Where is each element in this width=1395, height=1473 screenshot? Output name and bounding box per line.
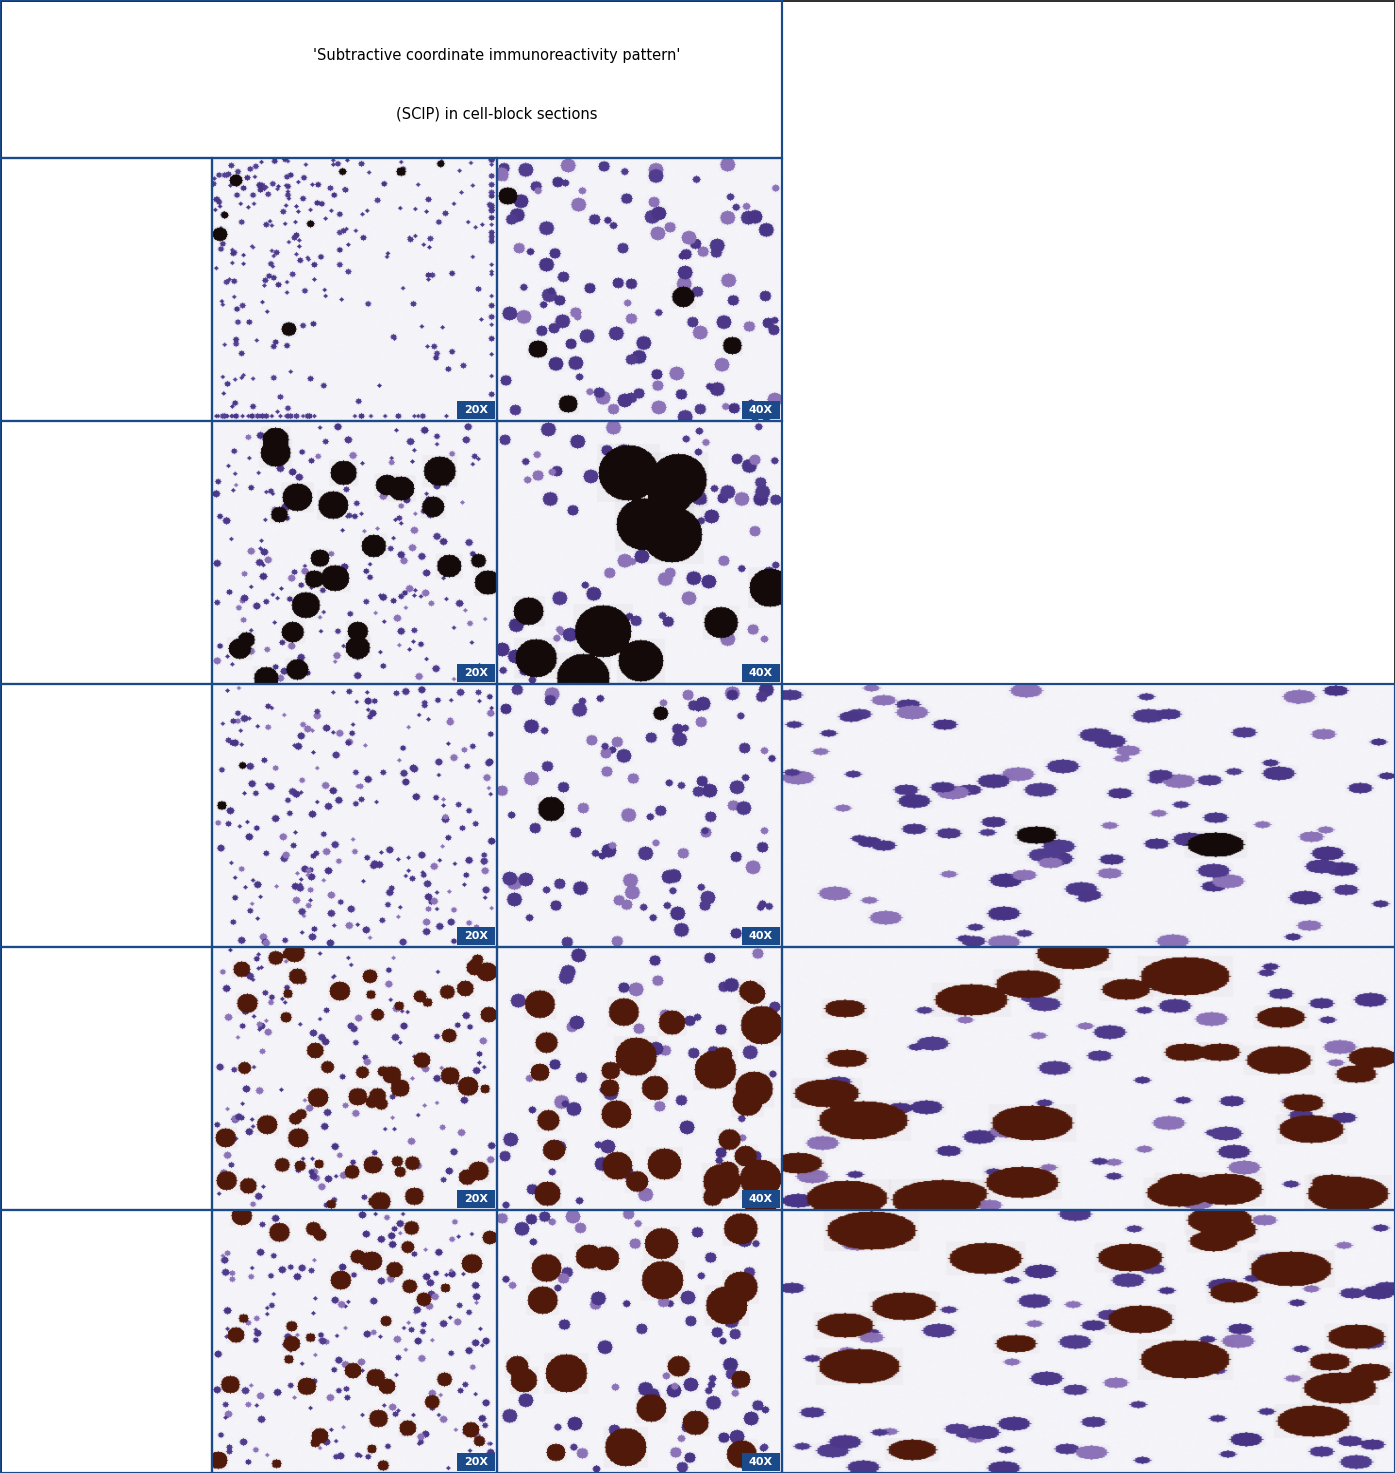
Bar [212, 947, 497, 1209]
Bar [497, 421, 783, 683]
Bar [783, 1209, 1395, 1473]
Bar [0, 683, 212, 947]
Bar [0, 947, 212, 1209]
Bar [0, 1209, 212, 1473]
Text: 20X: 20X [465, 405, 488, 415]
Text: 40X: 40X [749, 405, 773, 415]
Bar [212, 683, 497, 947]
Bar [783, 947, 1395, 1209]
Bar [212, 421, 497, 683]
Bar [497, 683, 783, 947]
Bar [212, 947, 497, 1209]
Bar [783, 947, 1395, 1209]
Text: 40X: 40X [749, 1457, 773, 1467]
Bar [212, 158, 497, 421]
Bar [497, 947, 783, 1209]
Bar [212, 683, 497, 947]
Bar [458, 401, 495, 418]
Bar [0, 0, 783, 158]
Bar [497, 158, 783, 421]
Bar [0, 0, 783, 158]
Bar [458, 927, 495, 946]
Text: 20X: 20X [465, 931, 488, 941]
Text: E. Estrogen
receptors: E. Estrogen receptors [15, 1242, 106, 1273]
Bar [212, 1209, 497, 1473]
Text: A. Vimentin: A. Vimentin [15, 190, 107, 205]
Text: Non-immunoreactive
(rare mesothelial
cell [blue arrow] is
immunoreactive
nuclear: Non-immunoreactive (rare mesothelial cel… [15, 759, 140, 837]
Bar [783, 683, 1395, 947]
Bar [0, 421, 212, 683]
Bar [783, 1209, 1395, 1473]
Bar [458, 1452, 495, 1472]
Bar [497, 1209, 783, 1473]
Text: D. BerEP4: D. BerEP4 [15, 980, 93, 993]
Text: 'Subtractive coordinate immunoreactivity pattern': 'Subtractive coordinate immunoreactivity… [314, 47, 681, 63]
Bar [0, 158, 212, 421]
Text: Non-immunoreactive
(inflammatory cells are
immunoreactive): Non-immunoreactive (inflammatory cells a… [15, 495, 153, 541]
Bar [212, 158, 497, 421]
Text: Non-immunoreactive
(mesothelial &
inflammatory cells are
immunoreactive): Non-immunoreactive (mesothelial & inflam… [15, 233, 149, 295]
Bar [742, 1452, 780, 1472]
Bar [0, 947, 212, 1209]
Bar [497, 683, 783, 947]
Text: 40X: 40X [749, 667, 773, 678]
Text: (SCIP) in cell-block sections: (SCIP) in cell-block sections [396, 106, 597, 121]
Bar [742, 1190, 780, 1208]
Bar [0, 1209, 212, 1473]
Bar [742, 664, 780, 682]
Bar [458, 664, 495, 682]
Bar [212, 421, 497, 683]
Text: 20X: 20X [465, 667, 488, 678]
Text: 20X: 20X [465, 1457, 488, 1467]
Bar [742, 401, 780, 418]
Text: 40X: 40X [749, 931, 773, 941]
Text: 20X: 20X [465, 1195, 488, 1203]
Text: B. CD68 (PGM1): B. CD68 (PGM1) [15, 454, 141, 467]
Text: Immunoreactive: Immunoreactive [15, 1021, 112, 1034]
Text: Immunoreactive: Immunoreactive [15, 1284, 112, 1298]
Bar [497, 421, 783, 683]
Bar [458, 1190, 495, 1208]
Text: C. Calretinin: C. Calretinin [15, 716, 113, 731]
Text: 40X: 40X [749, 1195, 773, 1203]
Bar [0, 683, 212, 947]
Bar [0, 158, 212, 421]
Bar [497, 1209, 783, 1473]
Bar [783, 683, 1395, 947]
Bar [212, 1209, 497, 1473]
Bar [0, 421, 212, 683]
Bar [742, 927, 780, 946]
Bar [497, 947, 783, 1209]
Bar [497, 158, 783, 421]
